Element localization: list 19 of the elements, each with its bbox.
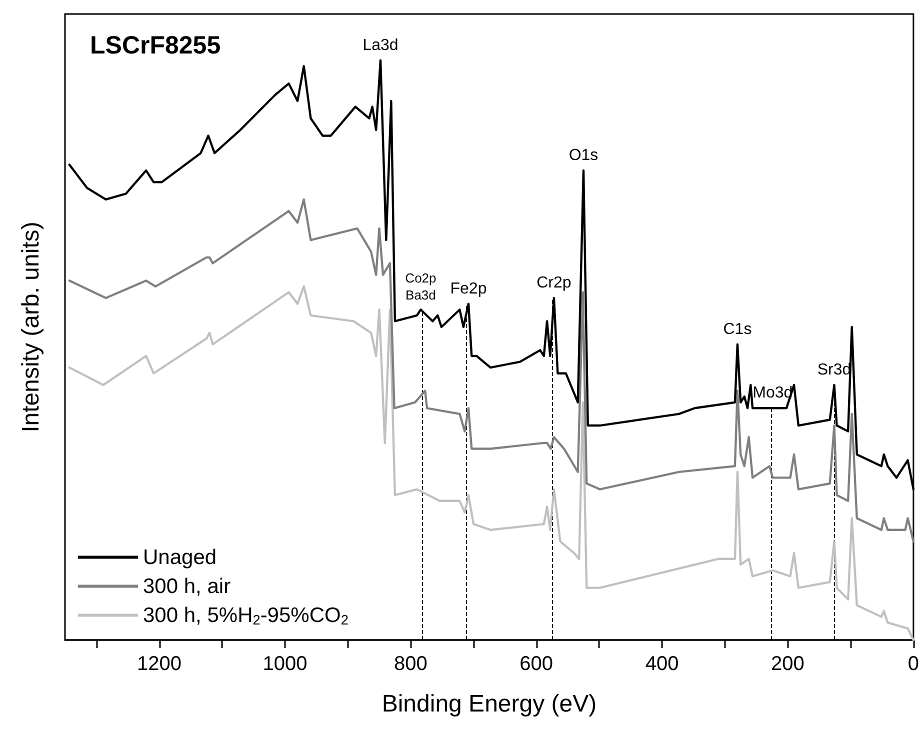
- legend-label: Unaged: [143, 546, 217, 569]
- chart-title: LSCrF8255: [90, 32, 221, 60]
- x-tick-label: 400: [645, 653, 679, 675]
- annotation: Fe2p: [450, 280, 487, 298]
- annotation: Sr3d: [817, 361, 852, 378]
- x-tick-label: 1000: [262, 653, 308, 675]
- annotation: Co2p Ba3d: [405, 270, 436, 303]
- x-tick-label: 800: [394, 653, 428, 675]
- annotation: Cr2p: [536, 274, 572, 292]
- annotation: C1s: [723, 320, 752, 338]
- x-tick-label: 1200: [137, 653, 182, 675]
- x-tick-label: 0: [908, 653, 919, 675]
- legend-label: 300 h, air: [143, 574, 231, 598]
- y-axis-title: Intensity (arb. units): [18, 222, 44, 432]
- annotation: O1s: [568, 147, 598, 164]
- x-tick-label: 200: [771, 653, 804, 675]
- x-tick-label: 600: [520, 653, 554, 675]
- annotation: La3d: [362, 36, 398, 54]
- x-axis-title: Binding Energy (eV): [382, 690, 597, 718]
